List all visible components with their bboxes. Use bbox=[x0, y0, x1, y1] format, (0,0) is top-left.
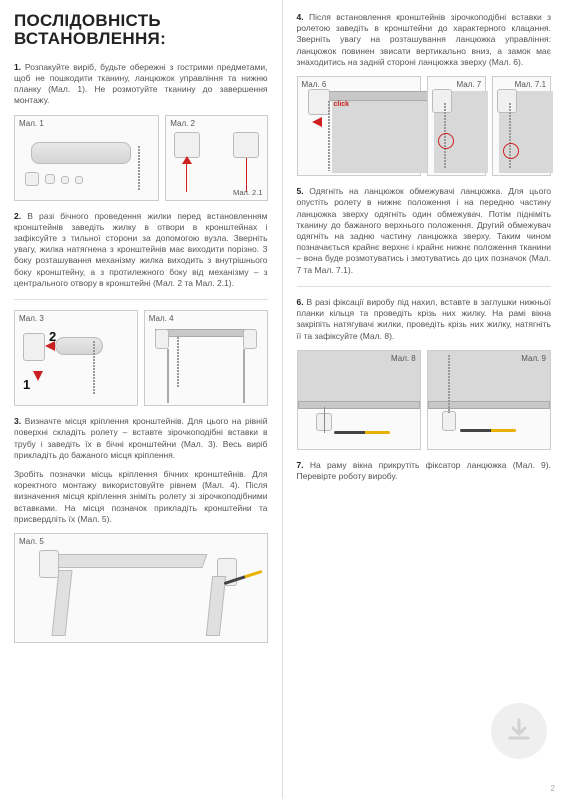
page-root: ПОСЛІДОВНІСТЬ ВСТАНОВЛЕННЯ: 1. Розпакуйт… bbox=[0, 0, 565, 799]
fig3-arrow-1-icon bbox=[33, 367, 43, 381]
fig8-bottombar bbox=[298, 401, 420, 409]
fig-4-label: Мал. 4 bbox=[149, 314, 174, 323]
step-4-body: Після встановлення кронштейнів зірочкопо… bbox=[297, 12, 552, 67]
left-column: ПОСЛІДОВНІСТЬ ВСТАНОВЛЕННЯ: 1. Розпакуйт… bbox=[0, 0, 283, 799]
fig3-roller bbox=[55, 337, 103, 355]
fig-6: Мал. 6 click bbox=[297, 76, 422, 176]
step-1-text: 1. Розпакуйте виріб, будьте обережні з г… bbox=[14, 62, 268, 107]
fig8-line bbox=[324, 407, 325, 433]
fig1-part-b bbox=[45, 174, 55, 184]
fig6-arrow-icon bbox=[312, 117, 324, 127]
fig5-rail bbox=[42, 554, 207, 568]
fig4-bracket-r bbox=[243, 329, 257, 349]
fig7-bracket bbox=[432, 89, 452, 113]
step-7-num: 7. bbox=[297, 460, 304, 470]
fig-21-label: Мал. 2.1 bbox=[233, 188, 262, 197]
figrow-8-9: Мал. 8 Мал. 9 bbox=[297, 350, 552, 450]
step-6-text: 6. В разі фіксації виробу під нахил, вст… bbox=[297, 297, 552, 342]
figrow-6-7: Мал. 6 click Мал. 7 Мал. 7.1 bbox=[297, 76, 552, 176]
fig-7-label: Мал. 7 bbox=[456, 80, 481, 89]
fig-5-label: Мал. 5 bbox=[19, 537, 44, 546]
fig6-chain bbox=[328, 101, 330, 171]
fig9-chain bbox=[448, 355, 450, 413]
fig1-chain bbox=[138, 146, 140, 190]
fig-8-label: Мал. 8 bbox=[391, 354, 416, 363]
fig5-frame-l bbox=[52, 570, 73, 636]
step-3a-text: 3. Визначте місця кріплення кронштейнів.… bbox=[14, 416, 268, 461]
fig9-screwdriver bbox=[460, 429, 516, 432]
fig-3-label: Мал. 3 bbox=[19, 314, 44, 323]
fig2-bracket-r bbox=[233, 132, 259, 158]
step-1-body: Розпакуйте виріб, будьте обережні з гост… bbox=[14, 62, 268, 106]
step-5-text: 5. Одягніть на ланцюжок обмежувачі ланцю… bbox=[297, 186, 552, 276]
fig-71-label: Мал. 7.1 bbox=[515, 80, 546, 89]
right-column: 4. Після встановлення кронштейнів зірочк… bbox=[283, 0, 565, 799]
fig9-fixator bbox=[442, 411, 456, 431]
fig-4: Мал. 4 bbox=[144, 310, 268, 406]
step-3a-body: Визначте місця кріплення кронштейнів. Дл… bbox=[14, 416, 268, 460]
fig2-bracket-l bbox=[174, 132, 200, 158]
fig-7: Мал. 7 bbox=[427, 76, 486, 176]
fig6-click-label: click bbox=[334, 101, 350, 108]
fig4-frame-r bbox=[243, 349, 245, 403]
fig3-badge-1: 1 bbox=[23, 377, 30, 392]
fig1-roller bbox=[31, 142, 131, 164]
separator-1 bbox=[14, 299, 268, 300]
step-2-text: 2. В разі бічного проведення жилки перед… bbox=[14, 211, 268, 290]
step-5-num: 5. bbox=[297, 186, 304, 196]
fig3-arrow-2-icon bbox=[45, 341, 59, 351]
step-2-num: 2. bbox=[14, 211, 21, 221]
step-5-body: Одягніть на ланцюжок обмежувачі ланцюжка… bbox=[297, 186, 552, 275]
fig3-chain bbox=[93, 341, 95, 395]
fig4-chain bbox=[177, 337, 179, 387]
figrow-3-4: Мал. 3 1 2 Мал. 4 bbox=[14, 310, 268, 406]
step-6-body: В разі фіксації виробу під нахил, вставт… bbox=[297, 297, 552, 341]
fig4-bracket-l bbox=[155, 329, 169, 349]
fig6-bracket bbox=[308, 89, 330, 115]
fig-3: Мал. 3 1 2 bbox=[14, 310, 138, 406]
fig71-bracket bbox=[497, 89, 517, 113]
fig-9-label: Мал. 9 bbox=[521, 354, 546, 363]
fig4-rail bbox=[155, 329, 255, 337]
fig-2-label: Мал. 2 bbox=[170, 119, 195, 128]
step-7-text: 7. На раму вікна прикрутіть фіксатор лан… bbox=[297, 460, 552, 482]
step-3b-text: Зробіть позначки місць кріплення бічних … bbox=[14, 469, 268, 525]
page-number: 2 bbox=[551, 784, 555, 793]
fig2-arrow-icon bbox=[180, 156, 194, 166]
fig-6-label: Мал. 6 bbox=[302, 80, 327, 89]
fig2-line-r bbox=[246, 158, 247, 192]
fig5-frame-r bbox=[205, 576, 225, 636]
step-1-num: 1. bbox=[14, 62, 21, 72]
fig-5: Мал. 5 bbox=[14, 533, 268, 643]
fig1-part-a bbox=[25, 172, 39, 186]
fig-2: Мал. 2 Мал. 2.1 bbox=[165, 115, 267, 201]
step-6-num: 6. bbox=[297, 297, 304, 307]
fig-9: Мал. 9 bbox=[427, 350, 551, 450]
fig-71: Мал. 7.1 bbox=[492, 76, 551, 176]
step-3-num: 3. bbox=[14, 416, 21, 426]
step-4-num: 4. bbox=[297, 12, 304, 22]
fig71-chain bbox=[509, 103, 511, 169]
fig1-part-d bbox=[75, 176, 83, 184]
figrow-5: Мал. 5 bbox=[14, 533, 268, 643]
fig-1: Мал. 1 bbox=[14, 115, 159, 201]
step-7-body: На раму вікна прикрутіть фіксатор ланцюж… bbox=[297, 460, 551, 481]
download-arrow-icon bbox=[504, 716, 534, 746]
step-2-body: В разі бічного проведення жилки перед вс… bbox=[14, 211, 268, 288]
fig1-part-c bbox=[61, 176, 69, 184]
fig-1-label: Мал. 1 bbox=[19, 119, 44, 128]
fig3-bracket bbox=[23, 333, 45, 361]
separator-2 bbox=[297, 286, 552, 287]
fig5-bracket-l bbox=[39, 550, 59, 578]
watermark-icon bbox=[491, 703, 547, 759]
step-4-text: 4. Після встановлення кронштейнів зірочк… bbox=[297, 12, 552, 68]
fig8-screwdriver bbox=[334, 431, 390, 434]
fig9-bottombar bbox=[428, 401, 550, 409]
page-title: ПОСЛІДОВНІСТЬ ВСТАНОВЛЕННЯ: bbox=[14, 12, 268, 48]
fig6-rail bbox=[324, 91, 444, 101]
figrow-1-2: Мал. 1 Мал. 2 Мал. 2.1 bbox=[14, 115, 268, 201]
fig4-frame-l bbox=[167, 349, 169, 403]
fig-8: Мал. 8 bbox=[297, 350, 421, 450]
